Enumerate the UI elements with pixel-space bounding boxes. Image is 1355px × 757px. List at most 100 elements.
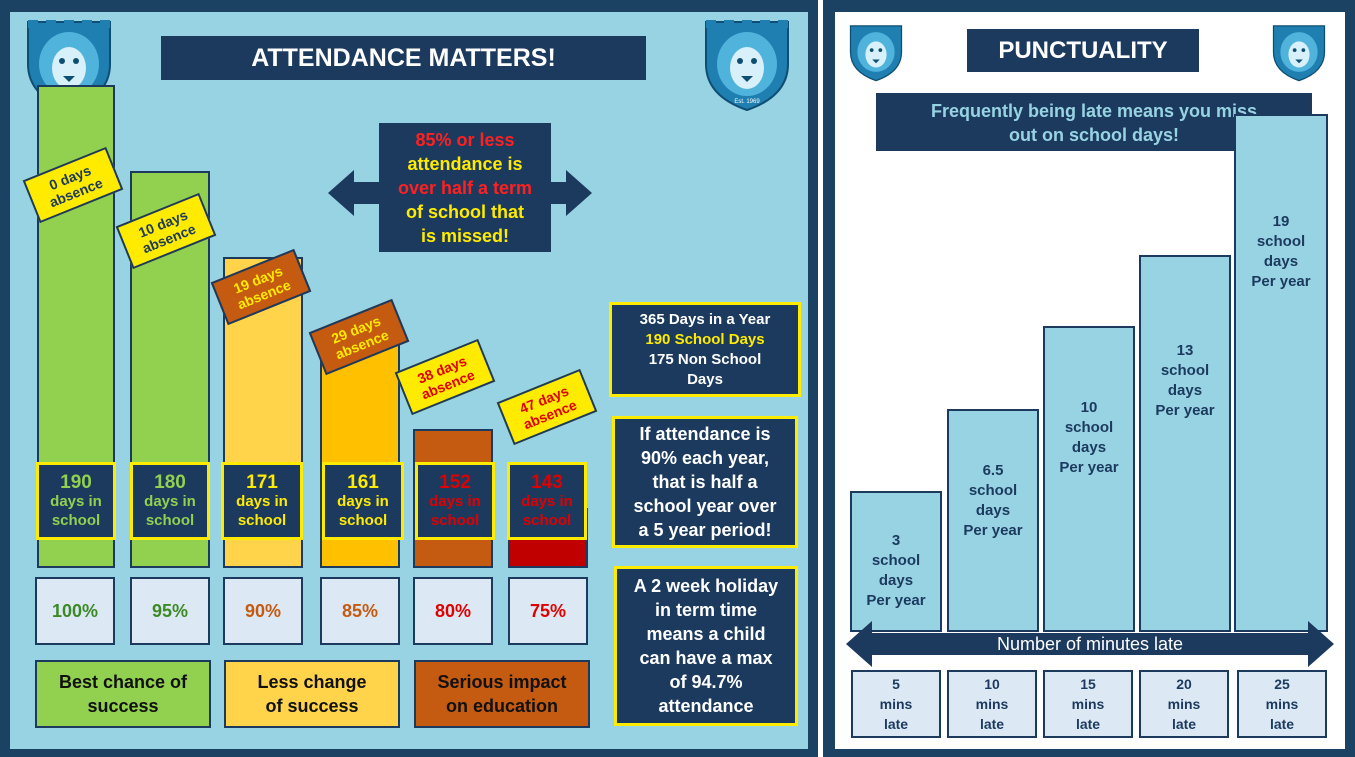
- late-bar: 19 school days Per year: [1234, 113, 1328, 632]
- minutes-value: 15: [1080, 676, 1096, 692]
- late-days-text: days: [1167, 382, 1203, 400]
- callout-line: attendance is: [407, 153, 523, 174]
- subtitle-line: out on school days!: [1008, 125, 1179, 145]
- late-days-text: school: [968, 481, 1018, 499]
- late-bar: 6.5 school days Per year: [947, 408, 1039, 632]
- crest-caption: Est. 1969: [734, 99, 760, 105]
- axis-label: Number of minutes late: [996, 633, 1184, 654]
- attendance-percent: 80%: [413, 577, 493, 645]
- minutes-text: late: [1171, 716, 1197, 732]
- ninety-percent-info: If attendance is 90% each year, that is …: [612, 416, 798, 548]
- minutes-text: mins: [879, 696, 913, 712]
- late-bar: 13 school days Per year: [1139, 255, 1231, 632]
- legend-text: success: [87, 696, 159, 716]
- days-label: days in school: [337, 492, 389, 529]
- days-label: days in school: [521, 492, 573, 529]
- late-bar: 3 school days Per year: [850, 491, 942, 632]
- late-days-value: 13: [1176, 342, 1194, 360]
- days-in-school-box: 171 days in school: [221, 462, 303, 540]
- attendance-percent: 95%: [130, 577, 210, 645]
- late-days-text: Per year: [1155, 402, 1215, 420]
- punctuality-title: PUNCTUALITY: [967, 29, 1199, 72]
- late-days-text: school: [1160, 362, 1210, 380]
- legend-text: of success: [265, 696, 359, 716]
- legend-less-chance: Less change of success: [224, 660, 400, 728]
- days-label: days in school: [429, 492, 481, 529]
- holiday-info: A 2 week holiday in term time means a ch…: [614, 566, 798, 726]
- late-days-text: school: [1256, 232, 1306, 250]
- info-text: school year over: [633, 496, 777, 516]
- info-text: 175 Non School: [648, 350, 762, 368]
- minutes-late-box: 15 mins late: [1043, 670, 1133, 738]
- callout-line: is missed!: [420, 225, 510, 246]
- late-days-value: 19: [1272, 212, 1290, 230]
- attendance-percent: 90%: [223, 577, 303, 645]
- attendance-callout: 85% or less attendance is over half a te…: [379, 123, 551, 252]
- info-text: If attendance is: [639, 424, 771, 444]
- minutes-text: late: [1075, 716, 1101, 732]
- days-in-school-box: 152 days in school: [415, 462, 495, 540]
- axis-arrow-icon: [846, 621, 1334, 667]
- info-text: 90% each year,: [640, 448, 770, 468]
- info-text: means a child: [646, 624, 766, 644]
- minutes-text: late: [883, 716, 909, 732]
- late-days-text: school: [1064, 419, 1114, 436]
- days-count: 143: [531, 471, 563, 493]
- school-days-info: 365 Days in a Year 190 School Days 175 N…: [609, 302, 801, 397]
- minutes-text: mins: [1167, 696, 1201, 712]
- days-in-school-box: 143 days in school: [507, 462, 587, 540]
- days-count: 152: [439, 471, 471, 493]
- days-count: 180: [154, 471, 186, 493]
- info-text: that is half a: [652, 472, 758, 492]
- days-count: 161: [347, 471, 379, 493]
- info-text: 365 Days in a Year: [639, 310, 771, 328]
- attendance-percent: 100%: [35, 577, 115, 645]
- legend-text: Less change: [257, 672, 367, 692]
- callout-line: of school that: [406, 201, 524, 222]
- minutes-value: 25: [1274, 676, 1290, 692]
- days-label: days in school: [50, 492, 102, 529]
- legend-serious-impact: Serious impact on education: [414, 660, 590, 728]
- late-days-text: school: [871, 552, 921, 570]
- attendance-percent: 75%: [508, 577, 588, 645]
- days-count: 190: [60, 471, 92, 493]
- late-days-text: Per year: [963, 521, 1023, 539]
- minutes-value: 5: [892, 676, 900, 692]
- late-bar: 10 school days Per year: [1043, 326, 1135, 632]
- late-bar-label: 10 school days Per year: [1045, 328, 1133, 478]
- minutes-text: mins: [975, 696, 1009, 712]
- minutes-text: mins: [1071, 696, 1105, 712]
- late-bar-label: 3 school days Per year: [852, 493, 940, 611]
- minutes-late-box: 10 mins late: [947, 670, 1037, 738]
- days-label: days in school: [236, 492, 288, 529]
- subtitle-line: Frequently being late means you miss: [930, 101, 1258, 121]
- late-bar-label: 6.5 school days Per year: [949, 411, 1037, 541]
- late-days-text: days: [1071, 439, 1107, 456]
- late-days-value: 3: [891, 532, 901, 550]
- info-text: can have a max: [639, 648, 773, 668]
- lion-crest-icon: [1272, 25, 1326, 82]
- late-bar-label: 19 school days Per year: [1236, 116, 1326, 292]
- minutes-value: 10: [984, 676, 1000, 692]
- info-text: a 5 year period!: [638, 520, 772, 540]
- legend-text: on education: [445, 696, 558, 716]
- late-days-text: Per year: [1251, 272, 1311, 290]
- info-text: A 2 week holiday: [633, 576, 779, 596]
- minutes-text: late: [979, 716, 1005, 732]
- days-in-school-box: 180 days in school: [130, 462, 210, 540]
- info-text: in term time: [654, 600, 757, 620]
- late-days-text: days: [878, 572, 914, 590]
- minutes-late-box: 5 mins late: [851, 670, 941, 738]
- callout-line: 85% or less: [415, 129, 515, 150]
- late-days-text: days: [1263, 252, 1299, 270]
- minutes-text: mins: [1265, 696, 1299, 712]
- info-text: attendance: [658, 696, 754, 716]
- legend-text: Best chance of: [58, 672, 188, 692]
- days-in-school-box: 161 days in school: [322, 462, 404, 540]
- days-in-school-box: 190 days in school: [36, 462, 116, 540]
- info-text: 190 School Days: [645, 330, 765, 348]
- info-text: Days: [687, 370, 723, 388]
- callout-line: over half a term: [397, 177, 533, 198]
- attendance-percent: 85%: [320, 577, 400, 645]
- legend-best-chance: Best chance of success: [35, 660, 211, 728]
